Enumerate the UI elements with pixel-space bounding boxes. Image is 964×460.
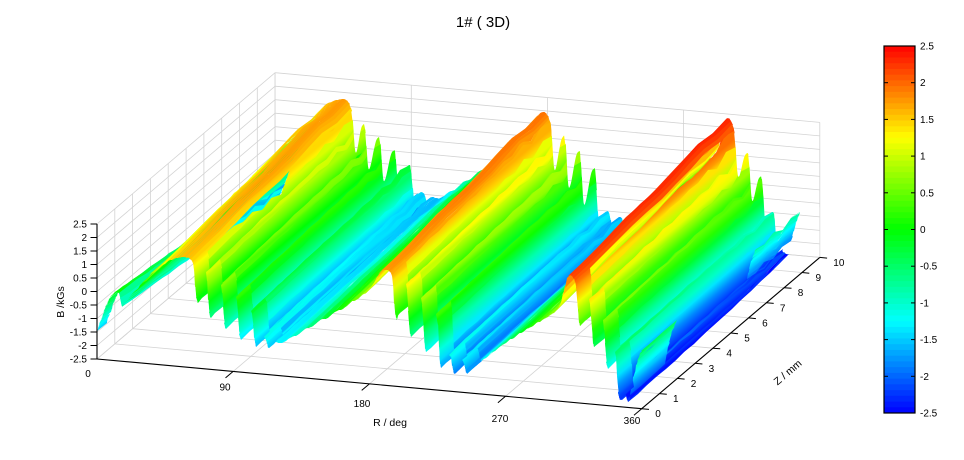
svg-text:-2.5: -2.5 [920, 409, 938, 420]
svg-text:360: 360 [624, 416, 641, 427]
svg-text:2: 2 [691, 379, 697, 390]
svg-text:-0.5: -0.5 [70, 301, 88, 312]
svg-text:B /kGs: B /kGs [55, 286, 67, 318]
svg-text:180: 180 [354, 399, 371, 410]
svg-text:4: 4 [726, 349, 732, 360]
svg-text:-2.5: -2.5 [70, 355, 88, 366]
svg-text:0: 0 [920, 225, 926, 236]
svg-text:1# ( 3D): 1# ( 3D) [456, 14, 510, 31]
svg-text:0.5: 0.5 [920, 188, 934, 199]
svg-text:2: 2 [81, 233, 87, 244]
svg-text:-1: -1 [78, 314, 87, 325]
svg-text:0: 0 [85, 369, 91, 380]
svg-text:5: 5 [744, 334, 750, 345]
svg-text:0.5: 0.5 [73, 274, 87, 285]
svg-text:-2: -2 [78, 341, 87, 352]
svg-text:90: 90 [219, 383, 231, 394]
svg-text:2.5: 2.5 [73, 220, 87, 231]
svg-text:0: 0 [655, 409, 661, 420]
svg-text:6: 6 [762, 318, 768, 329]
svg-text:8: 8 [798, 288, 804, 299]
svg-text:0: 0 [81, 287, 87, 298]
svg-text:1.5: 1.5 [920, 115, 934, 126]
svg-text:1: 1 [920, 152, 926, 163]
svg-text:-0.5: -0.5 [920, 262, 938, 273]
svg-text:9: 9 [816, 273, 822, 284]
svg-text:R / deg: R / deg [373, 417, 407, 429]
svg-text:3: 3 [709, 364, 715, 375]
svg-text:1: 1 [81, 260, 87, 271]
svg-text:10: 10 [833, 258, 845, 269]
svg-text:7: 7 [780, 303, 786, 314]
svg-text:-1.5: -1.5 [920, 335, 938, 346]
svg-text:-1: -1 [920, 298, 929, 309]
svg-text:1.5: 1.5 [73, 247, 87, 258]
svg-text:-1.5: -1.5 [70, 328, 88, 339]
svg-text:2.5: 2.5 [920, 42, 934, 53]
svg-text:270: 270 [492, 414, 509, 425]
svg-text:-2: -2 [920, 372, 929, 383]
svg-text:1: 1 [673, 394, 679, 405]
svg-text:2: 2 [920, 78, 926, 89]
